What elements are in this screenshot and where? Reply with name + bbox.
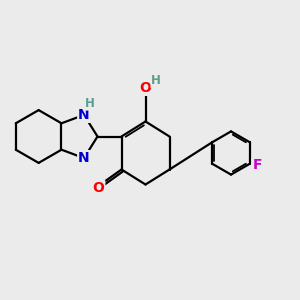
Text: H: H [85, 97, 94, 110]
Text: H: H [151, 74, 161, 88]
Text: O: O [140, 81, 152, 95]
Text: O: O [92, 181, 104, 195]
Text: F: F [253, 158, 262, 172]
Text: N: N [78, 108, 90, 122]
Text: N: N [78, 151, 90, 165]
